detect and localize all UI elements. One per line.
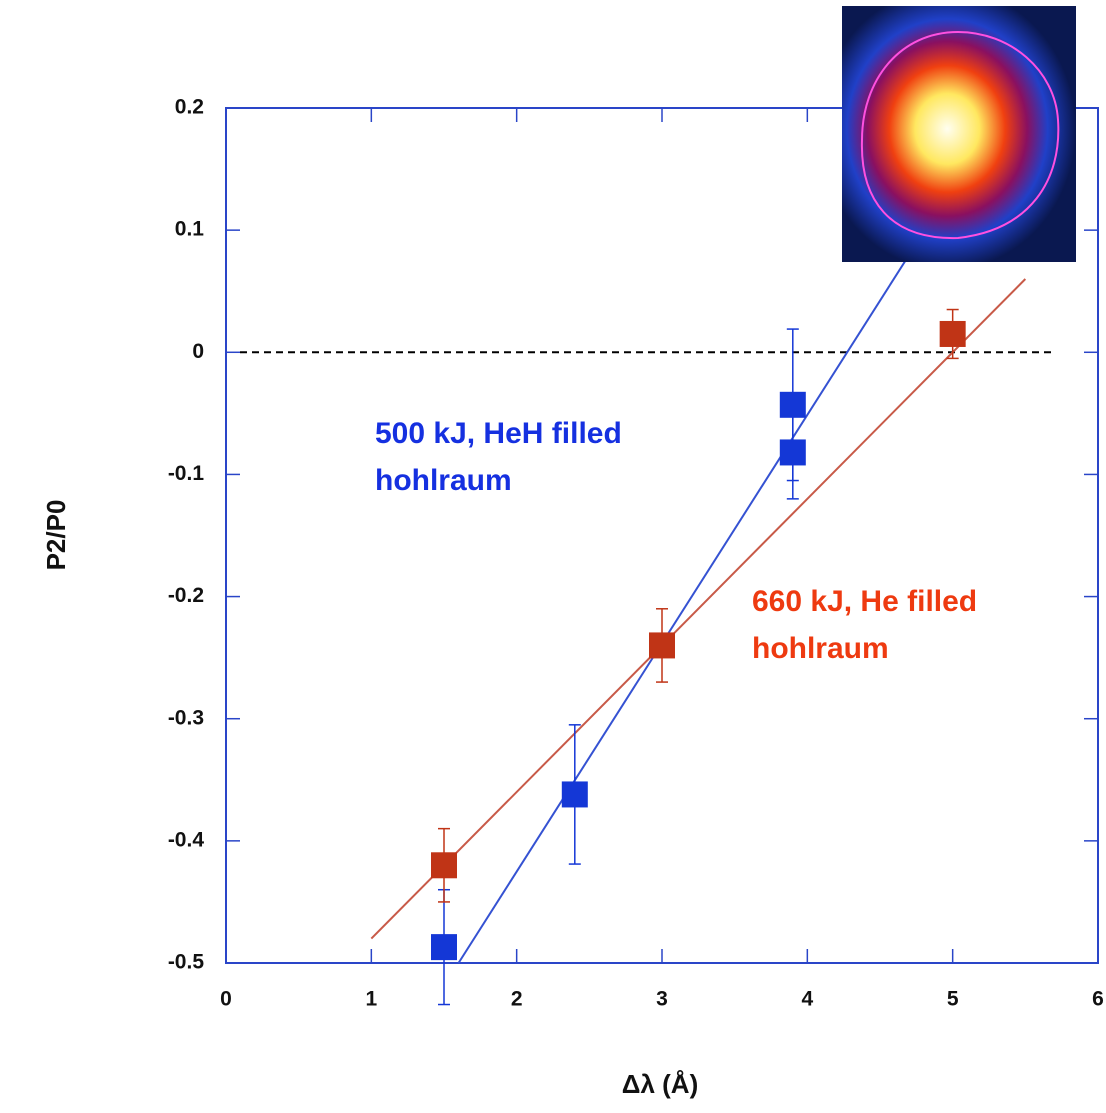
chart: Δλ (Å) P2/P0 0.2 0.1 0 -0.1 -0.2 -0.3 -0.4 -0.5… [0,0,1106,1113]
annotation: 500 kJ, HeH filled [375,417,622,450]
y-tick-label: 0 [192,340,204,363]
x-tick-label: 0 [220,988,232,1011]
annotation: hohlraum [752,632,889,665]
x-tick-label: 3 [656,988,668,1011]
data-point [431,852,457,878]
data-point [562,781,588,807]
y-tick-label: -0.2 [168,584,204,607]
data-point [780,439,806,465]
data-point [940,321,966,347]
inset-image [842,6,1076,262]
y-tick-label: -0.4 [168,828,205,851]
x-axis-label: Δλ (Å) [622,1069,698,1099]
x-tick-label: 5 [947,988,959,1011]
y-tick-label: 0.2 [175,96,204,119]
data-point [431,934,457,960]
y-tick-label: -0.5 [168,951,205,974]
data-point [649,632,675,658]
x-tick-label: 1 [365,988,377,1011]
y-tick-label: -0.3 [168,706,204,729]
annotation: 660 kJ, He filled [752,585,977,618]
x-tick-label: 2 [511,988,523,1011]
annotation: hohlraum [375,464,512,497]
data-point [780,392,806,418]
x-tick-label: 6 [1092,988,1104,1011]
x-tick-label: 4 [801,988,813,1011]
y-tick-label: -0.1 [168,462,205,485]
y-tick-label: 0.1 [175,218,205,241]
y-axis-label: P2/P0 [41,500,71,571]
